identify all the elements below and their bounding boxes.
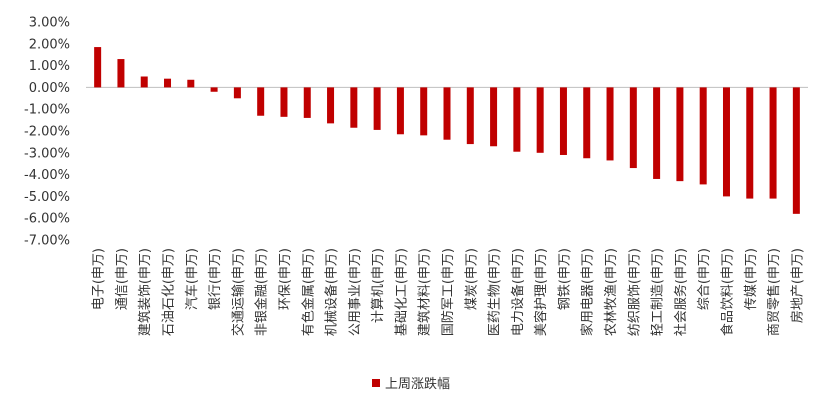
x-tick-label: 基础化工(申万) (394, 248, 409, 336)
x-tick-label: 建筑装饰(申万) (137, 248, 153, 336)
x-tick-label: 煤炭(申万) (464, 248, 479, 310)
x-tick-label: 国防军工(申万) (440, 248, 456, 336)
bar (117, 59, 125, 88)
bar (676, 87, 684, 182)
y-tick-label: -3.00% (24, 146, 70, 161)
bar (94, 47, 102, 88)
x-tick-label: 美容护理(申万) (533, 248, 549, 336)
bar (280, 87, 288, 117)
y-tick-label: -7.00% (24, 234, 70, 249)
bar (257, 87, 265, 116)
y-tick-label: 3.00% (29, 16, 70, 31)
y-tick-label: -2.00% (24, 125, 70, 140)
bar (536, 87, 544, 153)
bar (327, 87, 335, 124)
bar (233, 87, 241, 99)
y-tick-label: -4.00% (24, 168, 70, 183)
x-tick-label: 非银金融(申万) (254, 248, 270, 336)
bar (559, 87, 567, 155)
x-tick-label: 汽车(申万) (184, 248, 200, 310)
y-tick-label: -5.00% (24, 190, 70, 205)
x-tick-label: 环保(申万) (278, 248, 293, 310)
bar (699, 87, 707, 185)
x-tick-label: 家用电器(申万) (580, 248, 596, 336)
x-axis: 电子(申万) 通信(申万) 建筑装饰(申万) 石油石化(申万) 汽车(申万) 银行(申万)… (92, 248, 806, 336)
x-tick-label: 有色金属(申万) (300, 248, 316, 336)
x-tick-label: 机械设备(申万) (324, 248, 340, 336)
x-tick-label: 农林牧渔(申万) (604, 248, 619, 336)
x-tick-label: 传媒(申万) (744, 248, 759, 310)
x-tick-label: 社会服务(申万) (673, 248, 689, 336)
x-tick-label: 计算机(申万) (371, 248, 386, 323)
y-tick-label: -1.00% (24, 103, 70, 118)
x-tick-label: 石油石化(申万) (162, 248, 177, 336)
bar (722, 87, 730, 197)
bar (653, 87, 661, 179)
x-tick-label: 食品饮料(申万) (719, 248, 735, 336)
x-tick-label: 建筑材料(申万) (417, 248, 433, 336)
bar (513, 87, 521, 152)
x-tick-label: 电子(申万) (92, 248, 107, 310)
y-tick-label: -6.00% (24, 212, 70, 227)
bar (629, 87, 637, 169)
bar (769, 87, 777, 199)
bars (94, 47, 800, 214)
bar (140, 76, 148, 88)
x-tick-label: 综合(申万) (697, 248, 712, 310)
x-tick-label: 轻工制造(申万) (651, 248, 666, 336)
bar (443, 87, 451, 140)
bar (490, 87, 498, 147)
bar (350, 87, 358, 128)
x-tick-label: 钢铁(申万) (557, 248, 572, 310)
y-tick-label: 1.00% (29, 59, 70, 74)
bar (792, 87, 800, 214)
legend: 上周涨跌幅 (372, 376, 450, 392)
bar (373, 87, 381, 130)
x-tick-label: 通信(申万) (115, 248, 130, 310)
legend-label: 上周涨跌幅 (385, 376, 450, 392)
y-tick-label: 0.00% (29, 81, 70, 96)
x-tick-label: 商贸零售(申万) (766, 248, 782, 336)
bar (210, 87, 218, 92)
bar (187, 79, 195, 88)
bar (164, 78, 172, 88)
bar (303, 87, 311, 118)
x-tick-label: 电力设备(申万) (510, 248, 526, 336)
bar (396, 87, 404, 135)
bar (746, 87, 754, 199)
x-tick-label: 纺织服饰(申万) (627, 248, 642, 336)
y-axis: 3.00% 2.00% 1.00% 0.00% -1.00% -2.00% -3.00% -4… (24, 16, 808, 249)
x-tick-label: 交通运输(申万) (230, 248, 246, 336)
bar (466, 87, 474, 145)
x-tick-label: 房地产(申万) (789, 248, 805, 323)
bar (606, 87, 614, 161)
bar (583, 87, 591, 159)
x-tick-label: 公用事业(申万) (348, 248, 363, 336)
legend-swatch (372, 379, 380, 387)
bar (420, 87, 428, 136)
x-tick-label: 银行(申万) (208, 248, 223, 310)
y-tick-label: 2.00% (29, 37, 70, 52)
x-tick-label: 医药生物(申万) (488, 248, 503, 336)
